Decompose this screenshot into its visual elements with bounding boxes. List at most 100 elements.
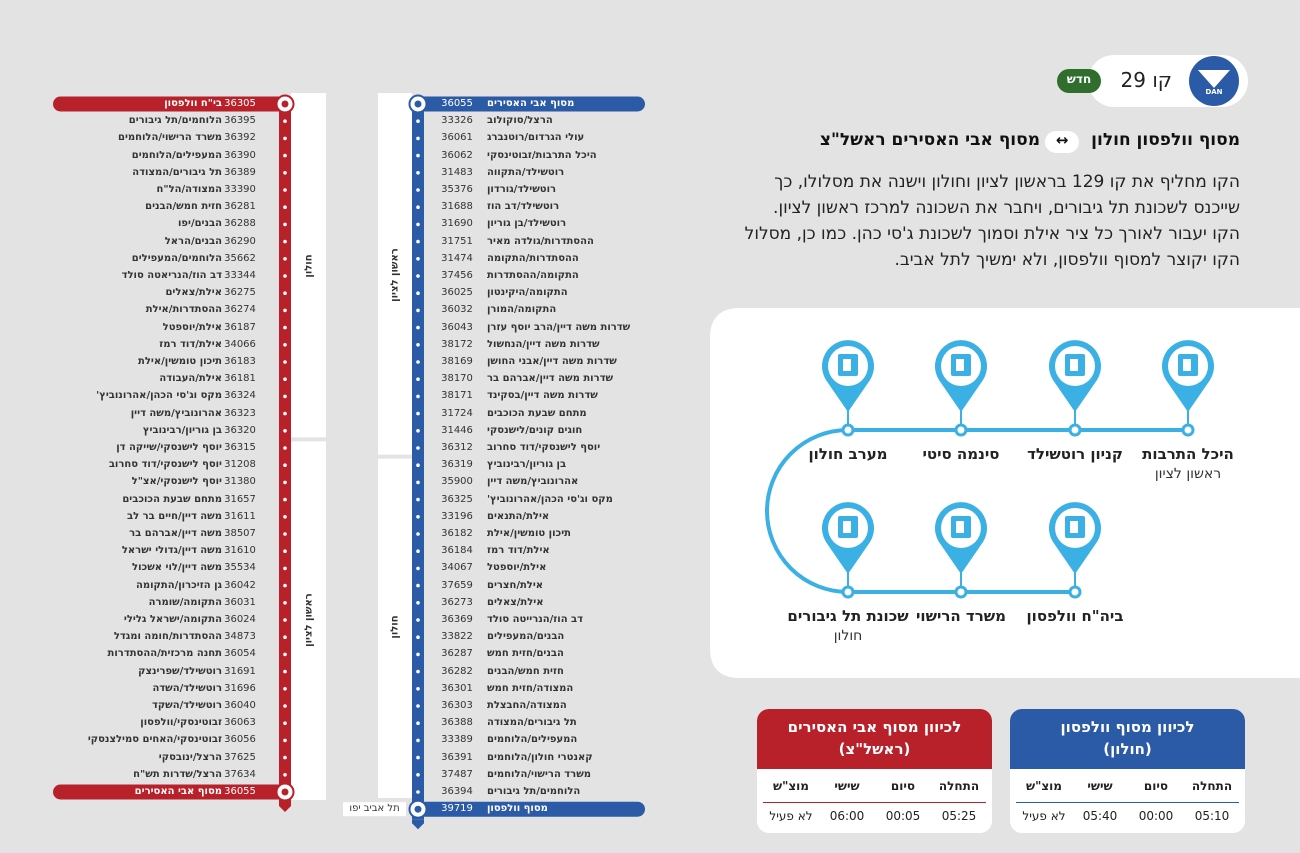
pin-icon-detail xyxy=(1183,359,1191,371)
stop-name: בי"ח וולפסון xyxy=(164,98,222,109)
landmark-city: חולון xyxy=(833,628,863,644)
schedule-card: לכיוון מסוף וולפסון (חולון) התחלה סיום שישי מ… xyxy=(1010,709,1245,833)
stop-code: 36325 xyxy=(441,493,473,505)
stop-name: הלוחמים/המעפילים xyxy=(131,252,222,264)
stop-code: 36391 xyxy=(441,751,473,763)
stop-dot xyxy=(416,497,420,502)
stop-dot xyxy=(283,239,287,244)
end-city: תל אביב יפו xyxy=(349,803,400,815)
stop-dot xyxy=(283,566,287,571)
stop-dot xyxy=(283,635,287,639)
stop-code: 36063 xyxy=(224,717,256,729)
stop-name: תיכון טומשין/אילת xyxy=(487,528,571,539)
stop-name: ההסתדרות/חומה ומגדל xyxy=(113,631,222,643)
pin-icon-detail xyxy=(843,521,851,533)
badge: חדש xyxy=(1066,72,1092,86)
schedule-column: סיום xyxy=(1143,779,1169,793)
stop-code: 31688 xyxy=(441,201,473,213)
landmark-name: משרד הרישוי xyxy=(916,607,1006,625)
schedule-card: לכיוון מסוף אבי האסירים (ראשל"צ) התחלה סיום… xyxy=(757,709,992,833)
stop-code: 36389 xyxy=(224,166,256,178)
stop-dot xyxy=(416,618,420,622)
schedule-cell: 00:05 xyxy=(885,809,921,823)
stop-code: 36369 xyxy=(441,614,473,625)
stop-name: רוטשילד/שפרינצק xyxy=(138,665,222,677)
stop-dot xyxy=(416,790,420,794)
stop-code: 36388 xyxy=(441,717,473,729)
stop-code: 36394 xyxy=(441,786,473,797)
stop-code: 36042 xyxy=(224,579,256,591)
stop-dot xyxy=(283,687,287,691)
stop-code: 31696 xyxy=(224,682,256,694)
stop-name: משרד הרישוי/הלוחמים xyxy=(487,768,592,780)
description-line: שייכנס לשכונת תל גיבורים, ויחבר את השכונ… xyxy=(773,198,1240,218)
region-panel xyxy=(378,458,412,798)
stop-dot xyxy=(416,583,420,588)
stop-name: אילת/דוד רמז xyxy=(159,338,222,350)
stop-dot xyxy=(283,136,287,141)
landmark-name: ביה"ח וולפסון xyxy=(1026,607,1124,625)
stop-code: 37625 xyxy=(224,751,256,763)
stop-dot xyxy=(283,222,287,227)
pin-dot xyxy=(841,585,855,599)
stop-dot xyxy=(416,274,420,278)
stop-name: אהרונוביץ/משה דיין xyxy=(130,407,222,419)
stop-dot xyxy=(283,274,287,278)
region-panel xyxy=(378,93,412,455)
stop-code: 31483 xyxy=(441,166,473,178)
stop-dot xyxy=(283,738,287,743)
stop-dot xyxy=(283,669,287,674)
stop-name: יוסף לישנסקי/שייקה דן xyxy=(116,442,222,453)
landmark-name: היכל התרבות xyxy=(1142,445,1234,463)
stop-code: 36305 xyxy=(224,98,256,109)
stop-code: 31724 xyxy=(441,407,473,419)
stop-dot xyxy=(416,394,420,399)
stop-dot xyxy=(283,411,287,416)
stop-dot xyxy=(283,497,287,502)
stop-name: הרצל/סוקולוב xyxy=(487,115,553,127)
stop-name: תל גיבורים/המצודה xyxy=(132,166,222,178)
stop-dot xyxy=(283,549,287,553)
stop-name: הלוחמים/תל גיבורים xyxy=(128,115,222,127)
stop-name: משה דיין/אברהם בר xyxy=(129,528,222,539)
stop-name: המעפילים/הלוחמים xyxy=(131,149,222,161)
stop-dot xyxy=(283,360,287,364)
pin-icon-detail xyxy=(1070,359,1078,371)
stop-code: 36061 xyxy=(441,132,473,144)
stop-name: הבנים/חזית חמש xyxy=(487,648,564,660)
landmark-name: מערב חולון xyxy=(808,445,888,463)
schedule-column: מוצ"ש xyxy=(773,779,809,793)
schedule-title: לכיוון מסוף אבי האסירים xyxy=(787,718,962,736)
stop-name: ההסתדרות/גולדה מאיר xyxy=(487,235,594,247)
stop-name: משה דיין/גדולי ישראל xyxy=(121,545,222,557)
stop-name: התקומה/שומרה xyxy=(148,596,222,608)
pin-dot xyxy=(1068,585,1082,599)
stop-dot xyxy=(283,394,287,399)
stop-code: 39719 xyxy=(441,803,473,815)
stop-code: 36031 xyxy=(224,596,256,608)
stop-code: 36319 xyxy=(441,459,473,471)
stop-name: יוסף לישנסקי/אצ"ל xyxy=(131,476,222,488)
region-label: חולון xyxy=(389,615,401,639)
stop-name: אילת/יוספטל xyxy=(162,321,222,333)
stop-code: 33389 xyxy=(441,734,473,746)
stop-name: אילת/התנאים xyxy=(487,510,550,522)
stop-name: אילת/צאלים xyxy=(165,287,222,299)
schedule-column: התחלה xyxy=(1191,779,1233,793)
schedule-column: התחלה xyxy=(938,779,980,793)
terminal-pill xyxy=(412,96,645,112)
stop-code: 36312 xyxy=(441,442,473,453)
stop-dot xyxy=(283,257,287,261)
stop-code: 36056 xyxy=(224,734,256,746)
stop-dot xyxy=(416,704,420,708)
stop-code: 31690 xyxy=(441,218,473,230)
stop-name: אילת/צאלים xyxy=(487,596,544,608)
landmark-name: סינמה סיטי xyxy=(922,445,1000,463)
stop-code: 31691 xyxy=(224,665,256,677)
stop-dot xyxy=(416,549,420,553)
stop-dot xyxy=(283,153,287,158)
stop-code: 36274 xyxy=(224,304,256,316)
stop-name: חזית חמש/הבנים xyxy=(487,665,564,677)
schedule-cell: 05:25 xyxy=(941,809,977,823)
